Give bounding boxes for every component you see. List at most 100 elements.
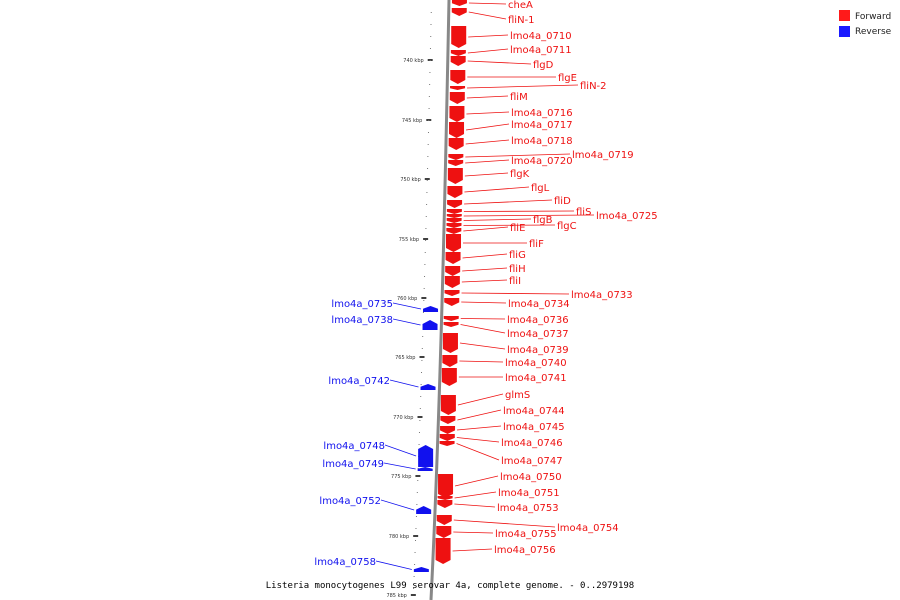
reverse-gene[interactable]: [422, 320, 438, 330]
forward-gene-label[interactable]: fliN-1: [508, 15, 535, 26]
reverse-gene-label[interactable]: lmo4a_0758: [314, 557, 376, 568]
forward-gene[interactable]: [444, 276, 460, 288]
forward-gene[interactable]: [442, 333, 458, 353]
forward-gene[interactable]: [442, 355, 458, 367]
forward-gene-label[interactable]: lmo4a_0711: [510, 45, 572, 56]
forward-gene-label[interactable]: lmo4a_0756: [494, 545, 556, 556]
reverse-gene[interactable]: [413, 567, 429, 572]
forward-gene[interactable]: [448, 154, 464, 160]
reverse-gene[interactable]: [417, 467, 433, 471]
forward-gene[interactable]: [446, 209, 462, 214]
forward-gene-label[interactable]: lmo4a_0750: [500, 472, 562, 483]
forward-gene-label[interactable]: lmo4a_0720: [511, 156, 573, 167]
forward-gene[interactable]: [451, 8, 467, 16]
forward-gene[interactable]: [450, 56, 466, 66]
forward-gene-label[interactable]: lmo4a_0710: [510, 31, 572, 42]
forward-gene-label[interactable]: cheA: [508, 0, 533, 11]
forward-gene-label[interactable]: lmo4a_0747: [501, 456, 563, 467]
forward-gene[interactable]: [443, 322, 459, 327]
forward-gene-label[interactable]: lmo4a_0733: [571, 290, 633, 301]
forward-gene[interactable]: [439, 441, 455, 446]
forward-gene[interactable]: [437, 500, 453, 508]
forward-gene[interactable]: [445, 234, 461, 252]
forward-gene[interactable]: [436, 526, 452, 538]
forward-gene-label[interactable]: lmo4a_0719: [572, 150, 634, 161]
forward-gene[interactable]: [441, 368, 457, 386]
forward-gene-label[interactable]: flgC: [557, 221, 577, 232]
forward-gene-label[interactable]: fliM: [510, 92, 528, 103]
forward-gene-label[interactable]: lmo4a_0745: [503, 422, 565, 433]
forward-gene[interactable]: [444, 298, 460, 306]
forward-gene[interactable]: [448, 160, 464, 166]
forward-gene-label[interactable]: lmo4a_0744: [503, 406, 565, 417]
forward-gene-label[interactable]: fliS: [576, 207, 591, 218]
reverse-gene[interactable]: [423, 306, 439, 312]
forward-gene-label[interactable]: fliN-2: [580, 81, 607, 92]
forward-gene-label[interactable]: flgB: [533, 215, 553, 226]
forward-gene-label[interactable]: fliE: [510, 223, 525, 234]
forward-gene[interactable]: [450, 70, 466, 84]
forward-gene[interactable]: [447, 186, 463, 198]
forward-gene-label[interactable]: fliH: [509, 264, 526, 275]
forward-gene-label[interactable]: fliF: [529, 239, 544, 250]
forward-gene[interactable]: [447, 200, 463, 208]
forward-gene-label[interactable]: lmo4a_0716: [511, 108, 573, 119]
forward-gene-label[interactable]: flgD: [533, 60, 554, 71]
forward-gene[interactable]: [446, 218, 462, 223]
forward-gene[interactable]: [439, 434, 455, 441]
forward-gene-label[interactable]: lmo4a_0725: [596, 211, 658, 222]
forward-gene-label[interactable]: lmo4a_0736: [507, 315, 569, 326]
forward-gene[interactable]: [440, 416, 456, 424]
forward-gene-label[interactable]: lmo4a_0740: [505, 358, 567, 369]
forward-gene[interactable]: [444, 290, 460, 296]
forward-gene-label[interactable]: fliI: [509, 276, 521, 287]
reverse-gene[interactable]: [416, 506, 432, 514]
reverse-gene[interactable]: [418, 445, 434, 467]
reverse-gene-label[interactable]: lmo4a_0752: [319, 496, 381, 507]
forward-gene-label[interactable]: lmo4a_0746: [501, 438, 563, 449]
forward-gene[interactable]: [440, 426, 456, 434]
forward-gene-label[interactable]: lmo4a_0755: [495, 529, 557, 540]
forward-gene-label[interactable]: flgL: [531, 183, 550, 194]
forward-gene-label[interactable]: flgK: [510, 169, 530, 180]
forward-gene-label[interactable]: lmo4a_0717: [511, 120, 573, 131]
reverse-gene[interactable]: [420, 384, 436, 390]
forward-gene[interactable]: [445, 252, 461, 264]
forward-gene-label[interactable]: lmo4a_0753: [497, 503, 559, 514]
forward-gene[interactable]: [436, 515, 452, 525]
forward-gene-label[interactable]: glmS: [505, 390, 530, 401]
forward-gene[interactable]: [435, 538, 451, 564]
forward-gene-label[interactable]: fliD: [554, 196, 571, 207]
forward-gene[interactable]: [449, 92, 465, 104]
forward-gene[interactable]: [451, 26, 467, 48]
forward-gene-label[interactable]: fliG: [509, 250, 526, 261]
forward-gene[interactable]: [450, 50, 466, 56]
forward-gene[interactable]: [440, 395, 456, 415]
forward-gene-label[interactable]: lmo4a_0734: [508, 299, 570, 310]
reverse-gene-label[interactable]: lmo4a_0748: [323, 441, 385, 452]
forward-gene[interactable]: [449, 122, 465, 138]
forward-gene[interactable]: [450, 86, 466, 90]
reverse-gene-label[interactable]: lmo4a_0738: [331, 315, 393, 326]
forward-gene[interactable]: [445, 266, 461, 276]
forward-gene[interactable]: [446, 223, 462, 228]
reverse-gene-label[interactable]: lmo4a_0742: [328, 376, 390, 387]
forward-gene-label[interactable]: lmo4a_0754: [557, 523, 619, 534]
forward-gene-label[interactable]: lmo4a_0737: [507, 329, 569, 340]
forward-gene[interactable]: [443, 316, 459, 321]
forward-gene[interactable]: [437, 496, 453, 500]
forward-gene[interactable]: [448, 138, 464, 150]
forward-gene[interactable]: [451, 0, 467, 6]
forward-gene[interactable]: [449, 106, 465, 122]
forward-gene[interactable]: [447, 168, 463, 184]
forward-gene[interactable]: [438, 474, 454, 498]
forward-gene[interactable]: [446, 214, 462, 218]
forward-gene-label[interactable]: flgE: [558, 73, 577, 84]
forward-gene-label[interactable]: lmo4a_0751: [498, 488, 560, 499]
forward-gene-label[interactable]: lmo4a_0739: [507, 345, 569, 356]
reverse-gene-label[interactable]: lmo4a_0735: [331, 299, 393, 310]
reverse-gene-label[interactable]: lmo4a_0749: [322, 459, 384, 470]
forward-gene-label[interactable]: lmo4a_0718: [511, 136, 573, 147]
forward-gene-label[interactable]: lmo4a_0741: [505, 373, 567, 384]
forward-gene[interactable]: [446, 228, 462, 234]
